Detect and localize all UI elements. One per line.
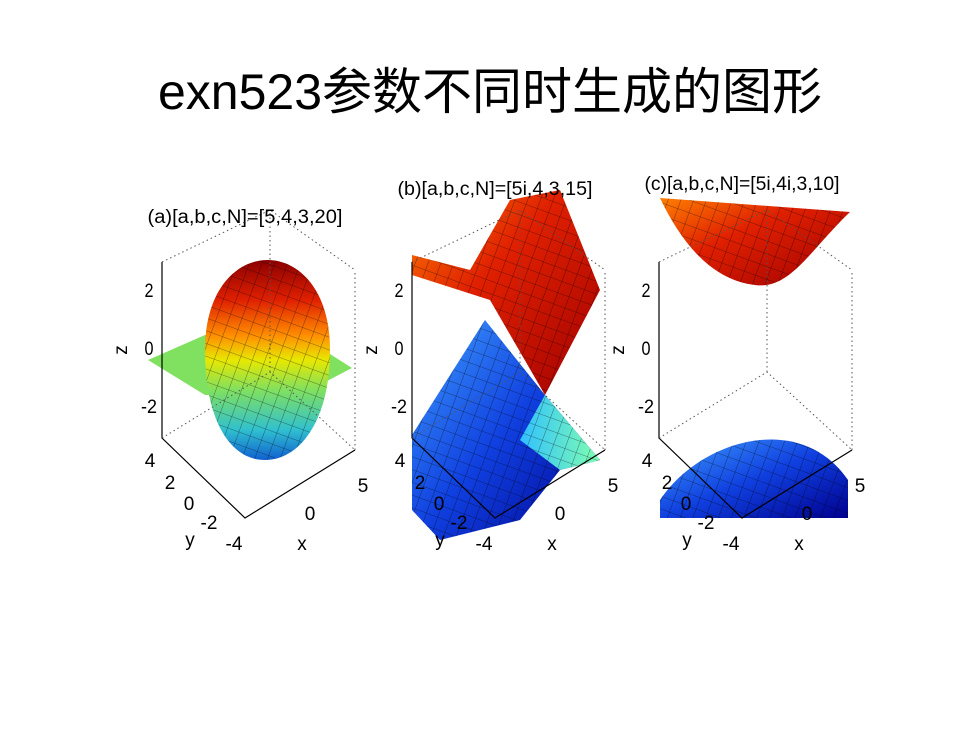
axes: (a)[a,b,c,N]=[5,4,3,20]z20-2420-2-4y05x(… [111, 174, 865, 555]
y-tick-label: 2 [165, 473, 176, 494]
y-tick-label: 4 [145, 451, 156, 472]
z-tick-label: 2 [395, 281, 404, 302]
surface-a [148, 260, 352, 460]
y-tick-label: -4 [226, 534, 243, 555]
x-label: x [794, 534, 804, 555]
z-tick-label: 0 [642, 339, 651, 360]
x-tick-label: 0 [555, 504, 566, 525]
x-tick-label: 5 [855, 476, 866, 497]
y-tick-label: 4 [642, 451, 653, 472]
axis-line [411, 262, 606, 519]
axis-line [658, 262, 853, 519]
y-tick-label: 0 [681, 494, 692, 515]
axis-line [161, 262, 356, 519]
surface-c [660, 198, 850, 518]
x-label: x [547, 534, 557, 555]
z-tick-label: -2 [391, 397, 407, 418]
z-tick-label: 0 [145, 339, 154, 360]
y-label: y [185, 530, 195, 551]
box-edge [411, 209, 606, 451]
box-edge [658, 209, 853, 451]
z-tick-label: -2 [638, 397, 654, 418]
y-tick-label: -2 [201, 513, 218, 534]
y-tick-label: -4 [723, 534, 740, 555]
surface-b [412, 190, 600, 540]
x-tick-label: 5 [358, 476, 369, 497]
panel-title: (b)[a,b,c,N]=[5i,4,3,15] [398, 179, 593, 200]
box-edge [161, 209, 356, 451]
y-tick-label: 0 [184, 494, 195, 515]
z-label: z [608, 345, 629, 355]
y-tick-label: 2 [415, 473, 426, 494]
panel-title: (a)[a,b,c,N]=[5,4,3,20] [148, 207, 343, 228]
z-label: z [361, 345, 382, 355]
x-tick-label: 5 [608, 476, 619, 497]
z-tick-label: 0 [395, 339, 404, 360]
y-tick-label: -2 [451, 513, 468, 534]
slide-title: exn523参数不同时生成的图形 [157, 64, 823, 120]
z-tick-label: -2 [141, 397, 157, 418]
x-label: x [297, 534, 307, 555]
panel-title: (c)[a,b,c,N]=[5i,4i,3,10] [645, 174, 840, 195]
y-tick-label: -2 [698, 513, 715, 534]
z-label: z [111, 345, 132, 355]
y-tick-label: 0 [434, 494, 445, 515]
x-tick-label: 0 [802, 504, 813, 525]
y-tick-label: 4 [395, 451, 406, 472]
y-tick-label: -4 [476, 534, 493, 555]
z-tick-label: 2 [145, 281, 154, 302]
y-label: y [682, 530, 692, 551]
y-tick-label: 2 [662, 473, 673, 494]
y-label: y [435, 530, 445, 551]
z-tick-label: 2 [642, 281, 651, 302]
x-tick-label: 0 [305, 504, 316, 525]
